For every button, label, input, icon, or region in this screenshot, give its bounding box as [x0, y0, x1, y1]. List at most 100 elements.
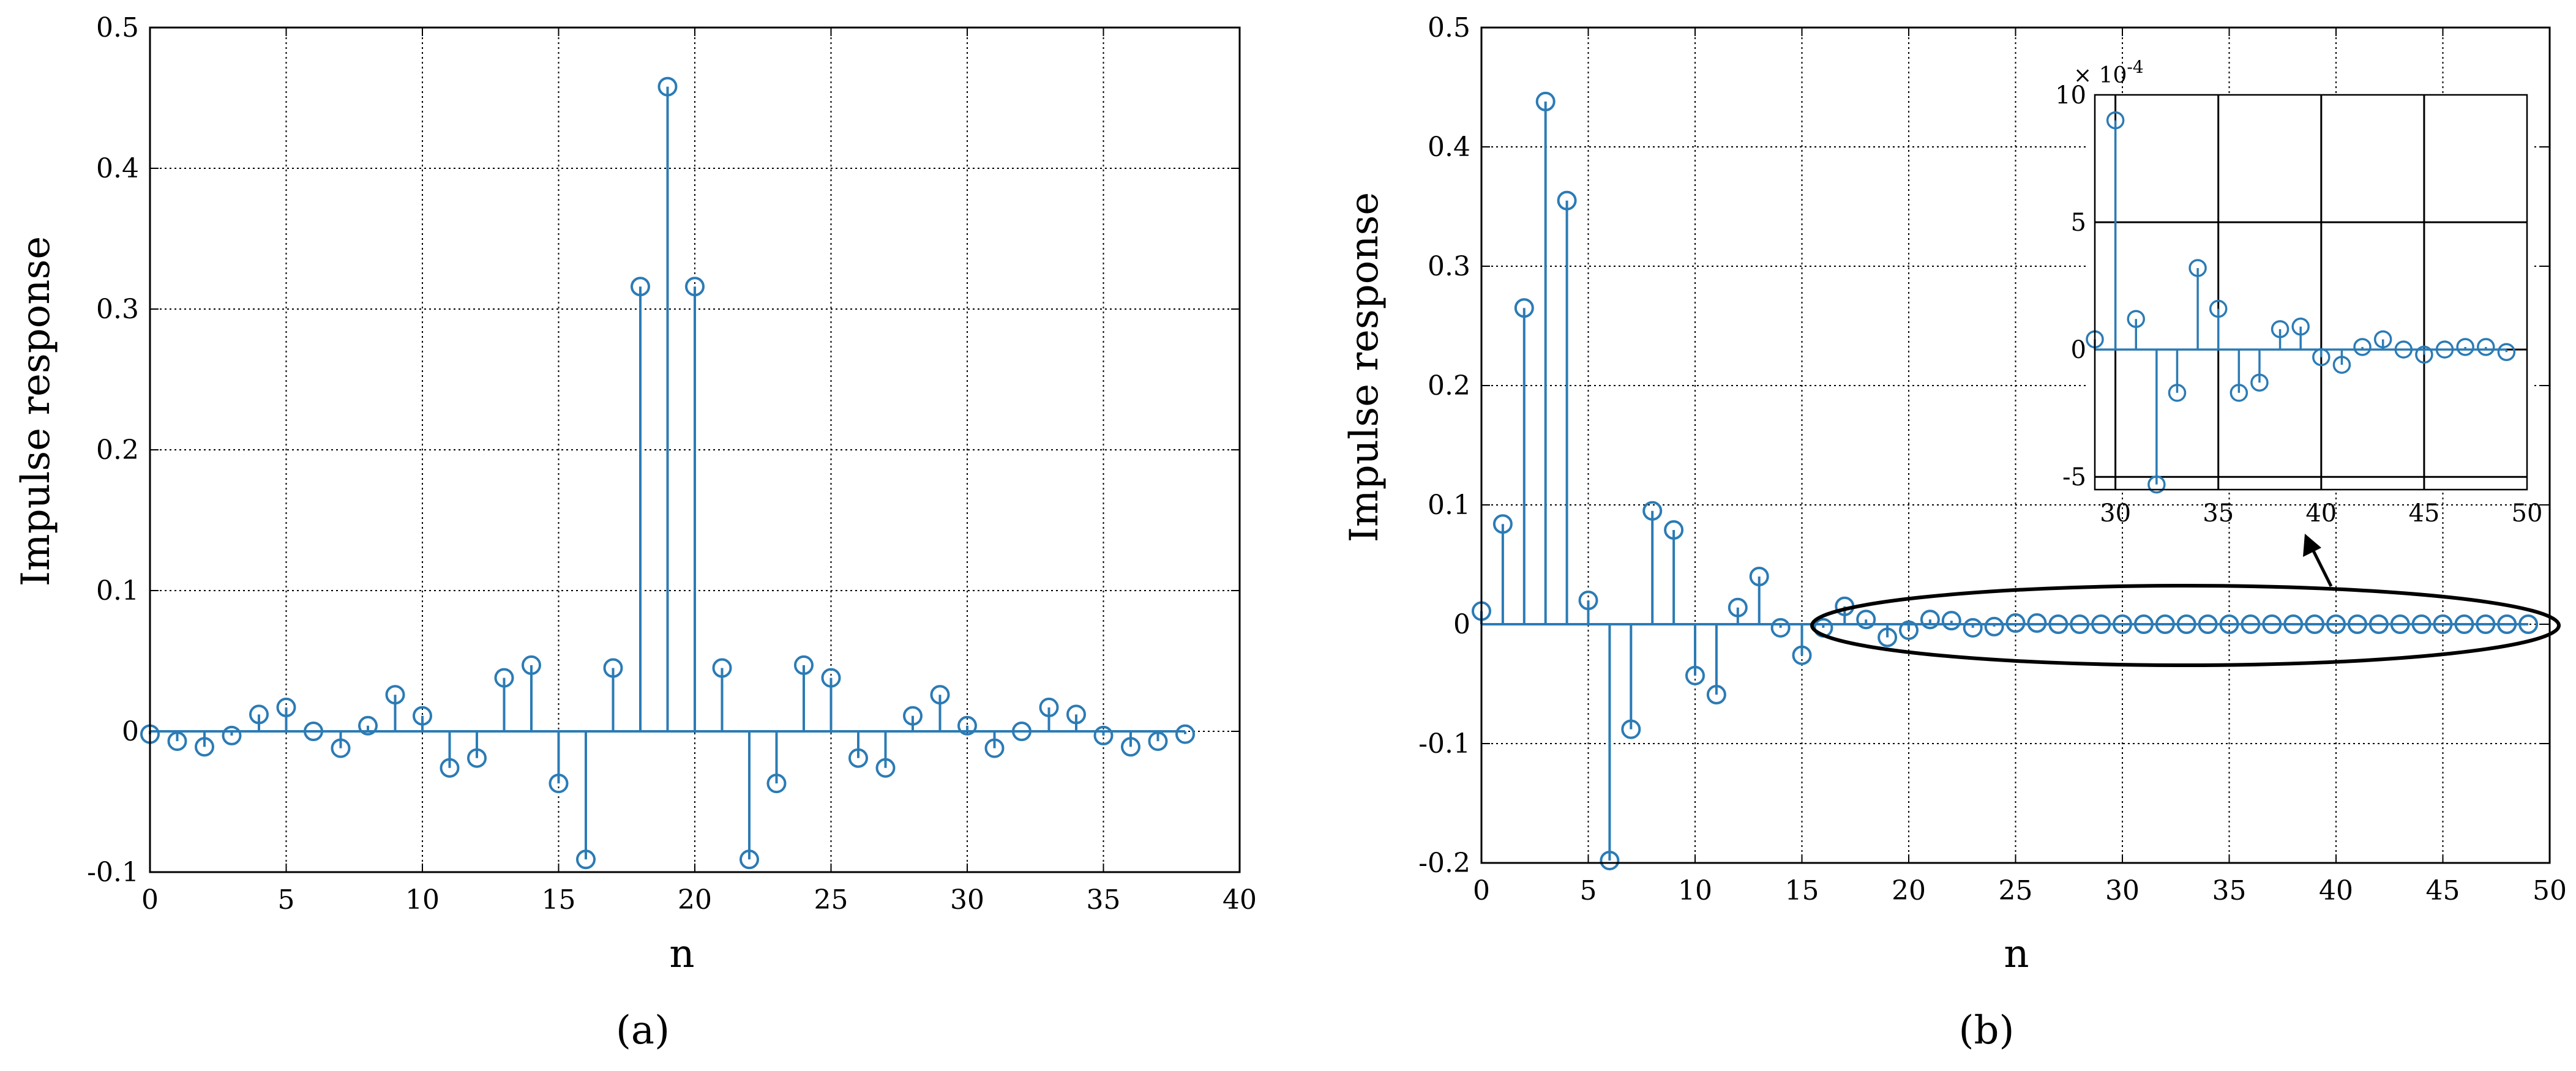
stem-marker [1535, 91, 1556, 111]
stem-point [2477, 338, 2495, 356]
stem-point [794, 655, 814, 731]
stem-marker [2147, 475, 2166, 494]
stem-marker [2476, 614, 2496, 634]
stem-point [467, 731, 487, 768]
stem-point [2133, 614, 2154, 634]
stem-marker [2435, 340, 2454, 359]
stem-marker [2415, 345, 2433, 364]
stem-marker [1941, 611, 1961, 631]
stem-marker [2433, 614, 2453, 634]
stem-marker [1066, 704, 1086, 725]
x-tick-label: 15 [1785, 875, 1819, 906]
stem-marker [984, 738, 1005, 758]
x-tick-label: 25 [814, 884, 848, 916]
stem-point [603, 658, 623, 731]
y-tick-label: 0 [1453, 609, 1470, 640]
stem-point [1578, 591, 1598, 624]
stem-point [1685, 624, 1705, 685]
stem-marker [1770, 618, 1791, 638]
stem-marker [2209, 299, 2228, 318]
stem-marker [2353, 338, 2372, 356]
stem-point [2048, 614, 2069, 634]
stem-marker [167, 731, 187, 752]
x-tick-label: 5 [1580, 875, 1597, 906]
y-tick-label: 10 [2055, 81, 2086, 110]
x-tick-label: 40 [2319, 875, 2353, 906]
y-tick-label: 0.3 [1428, 251, 1470, 282]
panel-a-plot-frame [149, 26, 1241, 873]
inset-x-tick-labels: 30 35 40 45 50 [2100, 499, 2542, 528]
stem-marker [2005, 613, 2026, 633]
stem-point [1039, 697, 1059, 731]
x-tick-label: 35 [2212, 875, 2247, 906]
stem-point [685, 277, 705, 731]
stem-marker [1039, 697, 1059, 717]
stem-point [2091, 614, 2111, 634]
stem-marker [1621, 719, 1641, 739]
stem-marker [2230, 384, 2248, 402]
stem-point [2127, 310, 2145, 350]
x-tick-label: 30 [2105, 875, 2140, 906]
stem-marker [358, 715, 378, 736]
stem-marker [848, 748, 868, 768]
stem-point [1012, 722, 1032, 741]
stem-marker [903, 706, 923, 726]
y-tick-label: -0.2 [1418, 848, 1470, 879]
panel-b-stems [1472, 91, 2539, 871]
stem-point [2373, 330, 2392, 350]
stem-marker [2176, 614, 2196, 634]
panel-a-stems [140, 76, 1195, 870]
stem-point [657, 76, 678, 731]
stem-marker [2127, 310, 2145, 328]
stem-point [2113, 614, 2132, 634]
stem-point [358, 715, 378, 736]
stem-point [1093, 725, 1114, 745]
stem-marker [1642, 501, 1663, 521]
stem-point [984, 731, 1005, 758]
x-tick-label: 0 [1473, 875, 1490, 906]
stem-marker [440, 758, 460, 778]
stem-point [1557, 190, 1577, 624]
stem-marker [2312, 348, 2331, 367]
x-tick-label: 50 [2512, 499, 2543, 528]
y-tick-label: 0.1 [96, 575, 139, 606]
stem-point [2209, 299, 2228, 350]
stem-point [2435, 340, 2454, 359]
panel-b-plot-frame [1480, 26, 2551, 864]
stem-marker [794, 655, 814, 675]
stem-marker [2347, 614, 2367, 634]
stem-marker [875, 758, 896, 778]
x-tick-label: 25 [1999, 875, 2033, 906]
stem-point [2291, 317, 2310, 350]
stem-marker [766, 774, 787, 794]
stem-marker [1749, 567, 1769, 586]
y-tick-label: 0.5 [96, 12, 139, 43]
stem-point [1514, 298, 1534, 624]
stem-point [167, 731, 187, 752]
stem-marker [2027, 613, 2047, 633]
stem-marker [1685, 665, 1705, 685]
y-tick-label: -5 [2062, 463, 2086, 491]
stem-marker [2454, 614, 2474, 634]
x-tick-label: 30 [2100, 499, 2131, 528]
stem-point [576, 731, 596, 870]
stem-marker [2155, 614, 2175, 634]
y-tick-label: 0.4 [96, 153, 139, 184]
stem-marker [2250, 373, 2269, 392]
stem-marker [2219, 614, 2239, 634]
inset-stems [2086, 111, 2516, 494]
inset-plot-frame [2094, 94, 2528, 491]
stem-point [712, 658, 732, 731]
x-tick-label: 40 [2305, 499, 2337, 528]
stem-point [494, 668, 514, 731]
stem-marker [1856, 610, 1876, 630]
stem-marker [1514, 298, 1534, 318]
stem-marker [631, 277, 650, 297]
y-tick-label: 0.1 [1428, 490, 1470, 521]
stem-marker [222, 725, 242, 745]
zoom-region-ellipse [1810, 584, 2561, 667]
stem-point [2497, 343, 2516, 362]
stem-point [276, 697, 296, 731]
stem-point [1792, 624, 1812, 665]
stem-point [304, 722, 323, 741]
